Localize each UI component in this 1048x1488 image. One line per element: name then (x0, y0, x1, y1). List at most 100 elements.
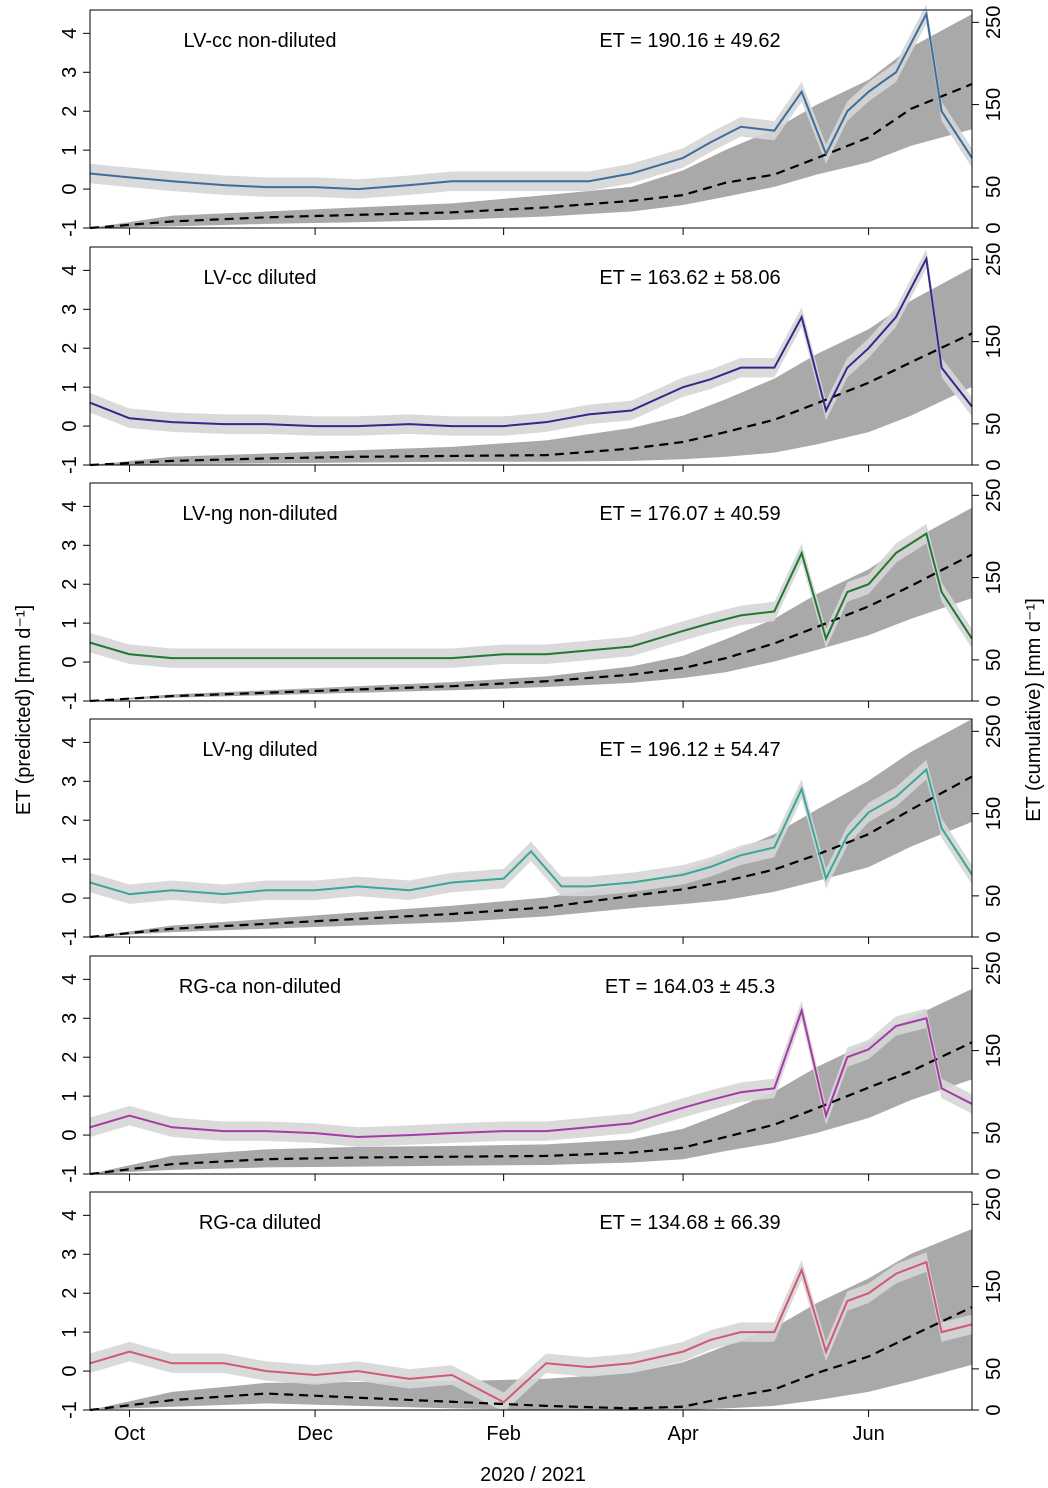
y-right-tick-label: 50 (983, 1122, 1005, 1144)
panel-frame (89, 955, 973, 1175)
y-left-tick-label: 4 (59, 737, 81, 748)
y-right-tick-label: 50 (983, 649, 1005, 671)
y-right-tick-label: 250 (983, 6, 1005, 39)
x-tick-label: Oct (114, 1423, 146, 1445)
panel-annotation: ET = 190.16 ± 49.62 (599, 30, 780, 52)
panel-frame (89, 9, 973, 229)
y-left-tick-label: 4 (59, 28, 81, 39)
y-right-tick-label: 250 (983, 479, 1005, 512)
y-left-tick-label: 4 (59, 501, 81, 512)
predicted-band (90, 1252, 972, 1412)
panel-1: -1 0 1 2 3 4 0 50 150 250 LV-cc non-diluted ET = 19… (59, 4, 1005, 237)
predicted-line (89, 10, 973, 191)
y-left-tick-label: 1 (59, 382, 81, 393)
y-right-tick-label: 0 (983, 695, 1005, 706)
y-left-tick-label: 0 (59, 1366, 81, 1377)
predicted-band (90, 1000, 972, 1147)
y-right-tick-label: 150 (983, 561, 1005, 594)
panel-frame (89, 718, 973, 938)
panel-annotation: ET = 196.12 ± 54.47 (599, 739, 780, 761)
x-axis-title: 2020 / 2021 (480, 1464, 586, 1486)
predicted-line (89, 532, 973, 660)
y-left-tick-label: 1 (59, 1327, 81, 1338)
panel-annotation: ET = 163.62 ± 58.06 (599, 267, 780, 289)
y-left-tick-label: 1 (59, 1091, 81, 1102)
y-right-tick-label: 150 (983, 797, 1005, 830)
predicted-band (90, 523, 972, 668)
y-right-tick-label: 150 (983, 88, 1005, 121)
panel-title: LV-ng diluted (202, 739, 317, 761)
y-left-tick-label: 1 (59, 854, 81, 865)
panel-6: -1 0 1 2 3 4 0 50 150 250 Oct Dec Feb Apr Jun RG-ca dil… (59, 1188, 1005, 1445)
y-left-tick-label: 2 (59, 1288, 81, 1299)
predicted-band (90, 248, 972, 436)
x-tick-label: Feb (486, 1423, 520, 1445)
panel-annotation: ET = 134.68 ± 66.39 (599, 1212, 780, 1234)
panel-frame (89, 246, 973, 466)
x-tick-label: Apr (668, 1423, 699, 1445)
y-left-tick-label: 0 (59, 1130, 81, 1141)
y-right-tick-label: 50 (983, 1358, 1005, 1380)
panel-4: -1 0 1 2 3 4 0 50 150 250 LV-ng diluted ET = 196.12… (59, 715, 1005, 946)
y-left-tick-label: -1 (59, 928, 81, 946)
panel-frame (89, 482, 973, 702)
y-left-tick-label: -1 (59, 1165, 81, 1183)
panel-frame (89, 1191, 973, 1411)
y-right-tick-label: 250 (983, 1188, 1005, 1221)
panel-title: RG-ca diluted (199, 1212, 321, 1234)
x-tick-label: Jun (852, 1423, 884, 1445)
x-tick-label: Dec (297, 1423, 333, 1445)
panel-title: LV-ng non-diluted (182, 503, 337, 525)
y-left-tick-label: -1 (59, 1401, 81, 1419)
cumulative-band (90, 267, 972, 465)
predicted-line (89, 255, 973, 428)
y-right-tick-label: 150 (983, 325, 1005, 358)
y-left-tick-label: 2 (59, 815, 81, 826)
y-left-tick-label: 3 (59, 1013, 81, 1024)
y-left-tick-label: 3 (59, 67, 81, 78)
y-right-tick-label: 150 (983, 1270, 1005, 1303)
y-right-tick-label: 0 (983, 459, 1005, 470)
y-left-tick-label: 3 (59, 540, 81, 551)
y-left-tick-label: 4 (59, 265, 81, 276)
y-left-tick-label: 3 (59, 1249, 81, 1260)
y-right-tick-label: 250 (983, 715, 1005, 748)
cumulative-band (90, 14, 972, 229)
y-left-tick-label: 3 (59, 304, 81, 315)
y-right-tick-label: 0 (983, 222, 1005, 233)
y-left-tick-label: -1 (59, 692, 81, 710)
y-left-tick-label: 4 (59, 974, 81, 985)
y-right-tick-label: 250 (983, 243, 1005, 276)
panel-title: LV-cc diluted (203, 267, 316, 289)
cumulative-band (90, 507, 972, 701)
y-left-tick-label: 0 (59, 184, 81, 195)
y-right-tick-label: 0 (983, 1168, 1005, 1179)
y-left-tick-label: -1 (59, 219, 81, 237)
y-left-tick-label: 2 (59, 1052, 81, 1063)
cumulative-line (89, 553, 973, 703)
predicted-line (89, 1006, 973, 1139)
y-left-axis-title: ET (predicted) [mm d⁻¹] (13, 605, 35, 815)
panel-3: -1 0 1 2 3 4 0 50 150 250 LV-ng non-diluted ET = 17… (59, 479, 1005, 710)
cumulative-line (89, 775, 973, 939)
y-right-tick-label: 150 (983, 1034, 1005, 1067)
y-left-tick-label: 0 (59, 421, 81, 432)
y-right-tick-label: 0 (983, 1404, 1005, 1415)
predicted-line (89, 1260, 973, 1404)
y-left-tick-label: 3 (59, 776, 81, 787)
y-left-tick-label: 0 (59, 893, 81, 904)
predicted-band (90, 759, 972, 904)
y-left-tick-label: -1 (59, 456, 81, 474)
panel-title: LV-cc non-diluted (183, 30, 336, 52)
y-left-tick-label: 0 (59, 657, 81, 668)
y-left-tick-label: 2 (59, 343, 81, 354)
panel-annotation: ET = 164.03 ± 45.3 (605, 976, 775, 998)
cumulative-band (90, 988, 972, 1174)
y-right-tick-label: 250 (983, 952, 1005, 985)
y-right-tick-label: 0 (983, 931, 1005, 942)
predicted-line (89, 767, 973, 896)
y-left-tick-label: 2 (59, 579, 81, 590)
panel-2: -1 0 1 2 3 4 0 50 150 250 LV-cc diluted ET = 163.62… (59, 243, 1005, 474)
y-right-axis-title: ET (cumulative) [mm d⁻¹] (1023, 598, 1045, 822)
